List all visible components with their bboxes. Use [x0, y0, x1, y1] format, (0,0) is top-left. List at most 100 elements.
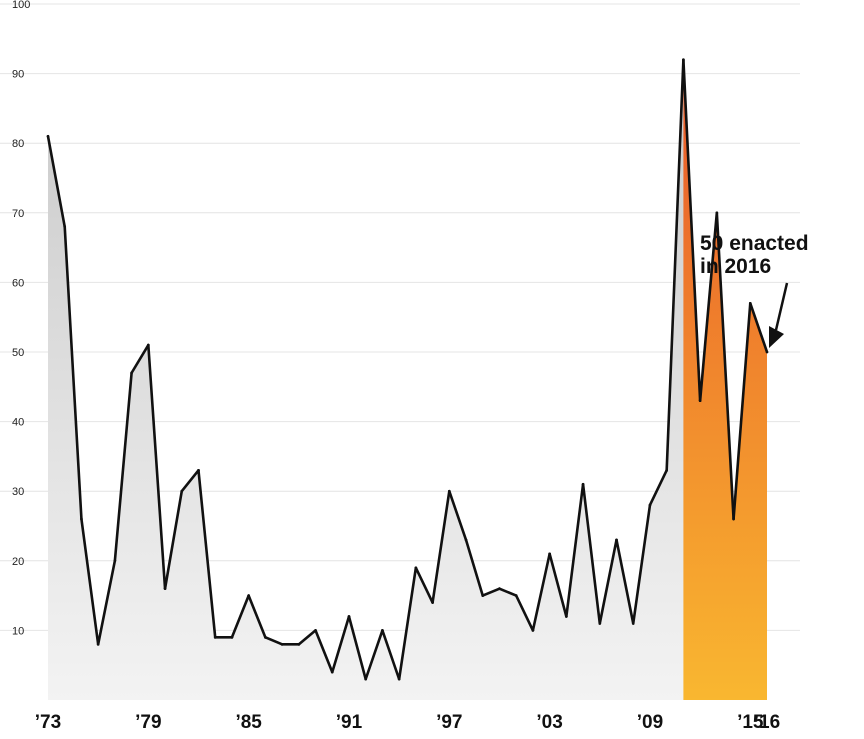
series-line-segment: [581, 482, 602, 625]
data-point: [113, 559, 117, 563]
data-point: [648, 503, 652, 507]
series-line-segment: [264, 636, 284, 646]
data-point: [213, 636, 217, 639]
series-line-segment: [96, 559, 117, 646]
data-point: [565, 615, 568, 618]
x-tick-label: ’73: [35, 712, 61, 733]
series-line-segment: [180, 469, 200, 493]
data-point: [264, 636, 267, 639]
series-line-segment: [414, 566, 434, 604]
series-line-segment: [330, 615, 351, 674]
data-point: [531, 629, 535, 632]
series-line-segment: [598, 538, 618, 625]
data-point: [280, 643, 284, 646]
x-tick-label: ’15: [737, 712, 764, 733]
data-point: [581, 482, 585, 486]
annotation-line-1: 50 enacted: [700, 232, 809, 255]
data-point: [548, 552, 551, 556]
x-tick-label: ’79: [135, 712, 161, 733]
data-point: [732, 517, 735, 521]
series-line-segment: [698, 211, 719, 403]
data-point: [481, 594, 485, 597]
x-tick-label: ’09: [637, 712, 663, 733]
data-point: [347, 615, 351, 618]
data-point: [498, 587, 501, 590]
annotation-arrow-head: [769, 326, 784, 348]
x-tick-label: ’85: [235, 712, 262, 733]
series-line-segment: [381, 629, 401, 681]
series-line-segment: [46, 134, 67, 229]
series-line-segment: [682, 58, 702, 403]
data-point: [364, 677, 367, 681]
series-line-segment: [481, 587, 501, 597]
y-tick-label: 50: [12, 347, 24, 359]
series-line-segment: [748, 301, 769, 354]
y-tick-label: 70: [12, 208, 24, 220]
data-point: [765, 350, 769, 354]
series-line-segment: [397, 566, 418, 681]
series-line-segment: [147, 343, 167, 590]
data-point: [297, 643, 301, 646]
data-point: [63, 225, 67, 229]
series-line-segment: [364, 629, 384, 681]
series-line-segment: [130, 343, 150, 375]
data-point: [615, 538, 618, 542]
data-point: [598, 622, 602, 625]
data-point: [314, 629, 317, 632]
data-point: [464, 538, 468, 542]
series-line-segment: [247, 594, 267, 639]
data-point: [698, 399, 702, 403]
area-fill: [48, 59, 767, 701]
data-point: [147, 343, 150, 347]
x-tick-label: ’91: [336, 712, 363, 733]
y-tick-label: 100: [12, 0, 30, 11]
data-point: [748, 301, 752, 305]
y-tick-label: 90: [12, 69, 24, 81]
series-line-segment: [464, 538, 485, 597]
series-line-segment: [448, 489, 468, 542]
annotation: 50 enacted in 2016: [700, 232, 809, 348]
y-tick-label: 30: [12, 486, 24, 498]
y-tick-label: 60: [12, 277, 24, 289]
data-point: [163, 587, 167, 590]
annotation-arrow-line: [774, 282, 789, 331]
series-line-segment: [514, 594, 535, 632]
y-tick-label: 80: [12, 138, 24, 150]
series-line-segment: [498, 587, 518, 597]
series-line-segment: [80, 517, 100, 646]
series-line-segment: [63, 225, 83, 521]
series-line-segment: [531, 552, 551, 632]
x-tick-label: ’16: [754, 712, 780, 733]
series-line-segment: [732, 301, 752, 521]
data-point: [448, 489, 451, 493]
x-tick-label: ’03: [536, 712, 562, 733]
data-point: [631, 622, 635, 625]
series-line-segment: [163, 489, 184, 590]
data-point: [682, 58, 685, 61]
data-point: [715, 211, 719, 215]
y-tick-label: 40: [12, 417, 24, 429]
series-line-segment: [197, 469, 217, 639]
data-point: [514, 594, 518, 597]
data-point: [330, 670, 334, 674]
annotation-line-2: in 2016: [700, 255, 771, 278]
series-line-segment: [648, 469, 668, 507]
data-point: [46, 134, 50, 138]
data-point: [247, 594, 250, 597]
data-point: [431, 601, 434, 604]
data-point: [80, 517, 83, 521]
series-line-segment: [230, 594, 250, 639]
series-line-segment: [631, 503, 652, 625]
x-axis-ticks: ’73 ’79 ’85 ’91 ’97 ’03 ’09 ’15’16: [35, 712, 780, 733]
data-point: [230, 636, 234, 639]
series-line-segment: [565, 482, 585, 618]
data-point: [665, 469, 668, 472]
series-line-segment: [615, 538, 635, 625]
series-line-segment: [113, 371, 133, 563]
x-tick-label: ’97: [436, 712, 462, 733]
data-point: [96, 643, 100, 646]
series-line-segment: [431, 489, 451, 604]
data-point: [381, 629, 384, 632]
